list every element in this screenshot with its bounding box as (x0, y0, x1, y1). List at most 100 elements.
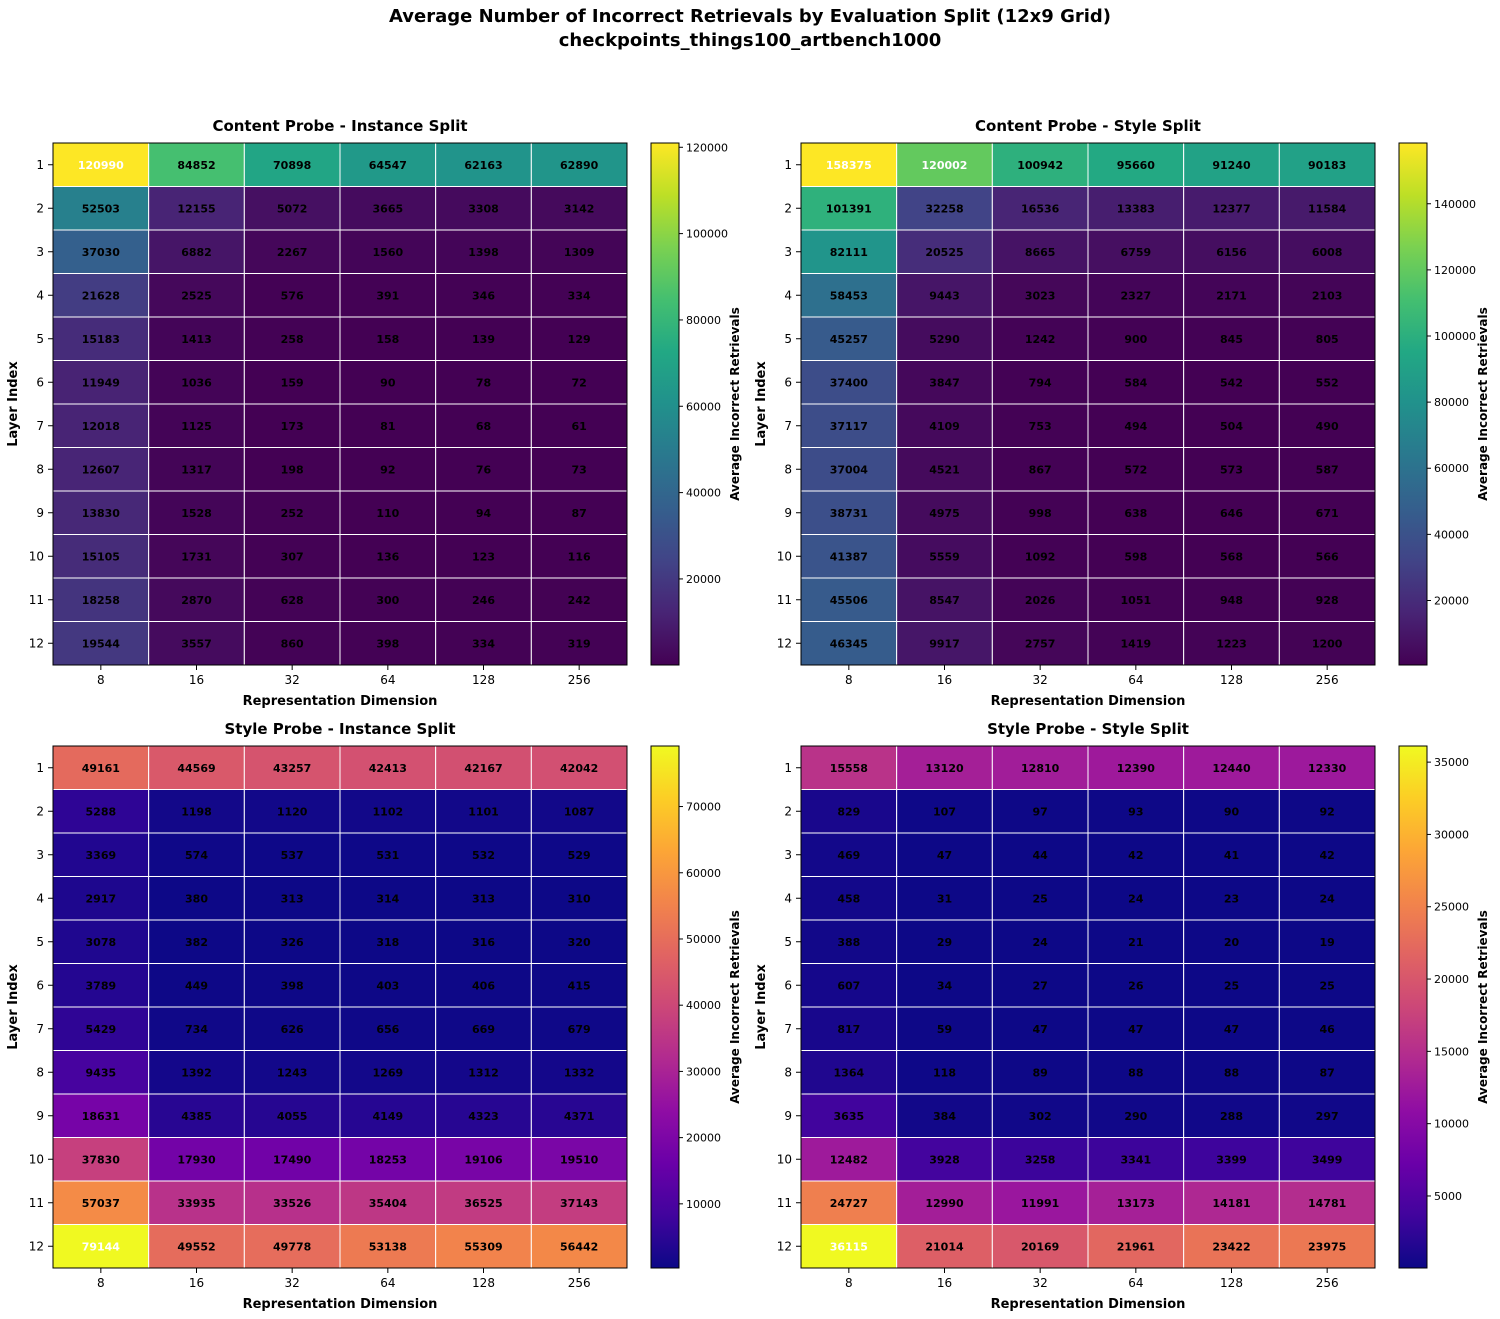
heatmap-cell (530, 577, 628, 622)
x-tick-label: 64 (1128, 673, 1143, 687)
heatmap-cell (148, 403, 245, 448)
colorbar-tick-label: 60000 (686, 400, 721, 413)
cell-value-label: 13383 (1117, 202, 1155, 215)
cell-value-label: 3341 (1121, 1153, 1152, 1166)
cell-value-label: 380 (185, 892, 208, 905)
cell-value-label: 3258 (1025, 1153, 1056, 1166)
heatmap-cell (243, 577, 341, 622)
y-tick-label: 2 (784, 804, 792, 818)
x-tick-label: 128 (1220, 1276, 1243, 1290)
cell-value-label: 107 (933, 805, 956, 818)
cell-value-label: 1413 (181, 333, 212, 346)
colorbar-tick-label: 15000 (1434, 1045, 1469, 1058)
y-tick-label: 6 (36, 978, 44, 992)
y-tick-label: 2 (36, 201, 44, 215)
cell-value-label: 25 (1033, 892, 1048, 905)
y-tick-label: 8 (784, 462, 792, 476)
heatmap-cell (530, 534, 628, 579)
cell-value-label: 93 (1128, 805, 1143, 818)
heatmap-cell (896, 577, 993, 622)
cell-value-label: 9443 (929, 289, 960, 302)
x-tick-label: 256 (568, 673, 591, 687)
heatmap-cell (148, 621, 245, 666)
heatmap-cell (991, 876, 1089, 921)
colorbar-label: Average Incorrect Retrievals (1476, 307, 1490, 501)
heatmap-cell (435, 621, 532, 666)
heatmap-cell (800, 186, 898, 231)
heatmap-cell (991, 490, 1089, 535)
cell-value-label: 829 (837, 805, 860, 818)
y-tick-label: 8 (784, 1065, 792, 1079)
cell-value-label: 817 (837, 1023, 860, 1036)
x-tick-label: 64 (380, 673, 395, 687)
heatmap-cell (1183, 273, 1280, 318)
heatmap-cell (991, 577, 1089, 622)
cell-value-label: 384 (933, 1110, 956, 1123)
cell-value-label: 669 (472, 1023, 495, 1036)
heatmap-cell (1183, 534, 1280, 579)
heatmap-cell (243, 745, 341, 790)
heatmap-cell (339, 316, 437, 361)
cell-value-label: 679 (568, 1023, 591, 1036)
cell-value-label: 388 (837, 936, 860, 949)
heatmap-cell (1278, 1050, 1376, 1095)
cell-value-label: 598 (1124, 550, 1147, 563)
heatmap-cell (1087, 1180, 1185, 1225)
cell-value-label: 4385 (181, 1110, 212, 1123)
y-tick-label: 10 (29, 1152, 44, 1166)
panel-title: Content Probe - Style Split (975, 117, 1201, 135)
heatmap-cell (52, 229, 150, 274)
heatmap-cell (339, 1224, 437, 1269)
cell-value-label: 91240 (1212, 159, 1251, 172)
cell-value-label: 4521 (929, 463, 960, 476)
y-tick-label: 6 (784, 978, 792, 992)
cell-value-label: 1125 (181, 420, 212, 433)
cell-value-label: 3078 (86, 936, 117, 949)
y-tick-label: 12 (29, 1239, 44, 1253)
y-tick-label: 3 (36, 848, 44, 862)
heatmap-cell (530, 403, 628, 448)
cell-value-label: 12377 (1212, 202, 1250, 215)
heatmap-cell (800, 534, 898, 579)
cell-value-label: 2026 (1025, 594, 1056, 607)
heatmap-cell (52, 1224, 150, 1269)
figure-subtitle: checkpoints_things100_artbench1000 (558, 30, 942, 51)
cell-value-label: 297 (1316, 1110, 1339, 1123)
cell-value-label: 41387 (830, 550, 868, 563)
cell-value-label: 58453 (830, 289, 868, 302)
y-tick-label: 12 (777, 636, 792, 650)
cell-value-label: 860 (281, 637, 304, 650)
cell-value-label: 24727 (830, 1197, 868, 1210)
heatmap-cell (1087, 142, 1185, 187)
cell-value-label: 33526 (273, 1197, 312, 1210)
heatmap-cell (1278, 534, 1376, 579)
cell-value-label: 646 (1220, 507, 1243, 520)
y-tick-label: 5 (36, 332, 44, 346)
cell-value-label: 49161 (82, 762, 120, 775)
cell-value-label: 529 (568, 849, 591, 862)
heatmap-cell (243, 1224, 341, 1269)
cell-value-label: 20525 (925, 246, 963, 259)
heatmap-cell (52, 447, 150, 492)
y-axis-label: Layer Index (6, 361, 21, 447)
cell-value-label: 753 (1029, 420, 1052, 433)
heatmap-cell (52, 621, 150, 666)
cell-value-label: 4055 (277, 1110, 308, 1123)
heatmap-cell (800, 490, 898, 535)
heatmap-cell (243, 142, 341, 187)
heatmap-cell (148, 1137, 245, 1182)
heatmap-cell (148, 1224, 245, 1269)
cell-value-label: 52503 (82, 202, 120, 215)
y-tick-label: 1 (36, 158, 44, 172)
cell-value-label: 805 (1316, 333, 1339, 346)
heatmap-cell (991, 403, 1089, 448)
heatmap-cell (800, 832, 898, 877)
cell-value-label: 37030 (82, 246, 121, 259)
y-tick-label: 3 (36, 245, 44, 259)
cell-value-label: 2267 (277, 246, 308, 259)
y-tick-label: 9 (784, 1109, 792, 1123)
cell-value-label: 49778 (273, 1240, 311, 1253)
cell-value-label: 1243 (277, 1066, 308, 1079)
y-tick-label: 12 (29, 636, 44, 650)
colorbar-tick-label: 60000 (1434, 462, 1469, 475)
